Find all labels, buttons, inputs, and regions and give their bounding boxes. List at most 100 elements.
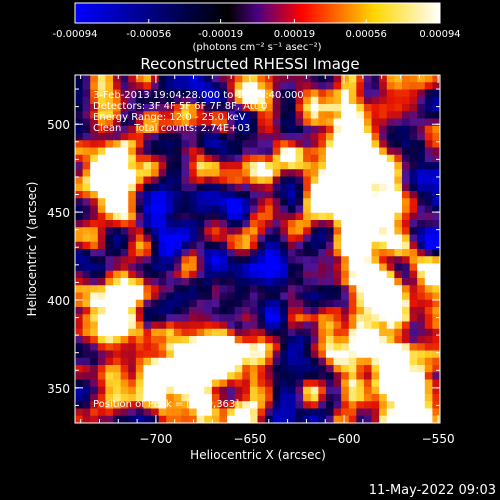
heatmap-cell xyxy=(120,314,129,323)
heatmap-cell xyxy=(401,118,411,127)
heatmap-cell xyxy=(379,125,388,134)
heatmap-cell xyxy=(265,191,274,199)
heatmap-cell xyxy=(128,82,137,91)
heatmap-cell xyxy=(363,147,373,156)
heatmap-cell xyxy=(166,147,175,156)
heatmap-cell xyxy=(379,96,388,105)
heatmap-cell xyxy=(401,350,411,359)
heatmap-cell xyxy=(173,96,183,105)
heatmap-cell xyxy=(341,220,350,228)
heatmap-cell xyxy=(432,285,440,294)
heatmap-cell xyxy=(113,198,122,207)
heatmap-cell xyxy=(242,125,251,134)
heatmap-cell xyxy=(386,386,395,395)
heatmap-cell xyxy=(82,299,91,308)
heatmap-cell xyxy=(386,205,395,214)
heatmap-cell xyxy=(105,336,114,344)
heatmap-cell xyxy=(280,263,289,272)
heatmap-cell xyxy=(105,249,114,257)
heatmap-cell xyxy=(333,249,342,257)
heatmap-cell xyxy=(181,75,190,83)
heatmap-cell xyxy=(295,154,304,163)
heatmap-cell xyxy=(424,307,433,315)
heatmap-cell xyxy=(371,365,380,373)
heatmap-cell xyxy=(211,96,221,105)
heatmap-cell xyxy=(394,415,403,423)
heatmap-cell xyxy=(219,278,228,286)
heatmap-cell xyxy=(151,299,160,308)
heatmap-cell xyxy=(417,299,426,308)
heatmap-cell xyxy=(287,365,297,373)
heatmap-cell xyxy=(196,299,205,308)
heatmap-cell xyxy=(432,365,440,373)
heatmap-cell xyxy=(120,249,129,257)
heatmap-cell xyxy=(113,249,122,257)
heatmap-cell xyxy=(348,118,357,127)
heatmap-cell xyxy=(272,96,281,105)
heatmap-cell xyxy=(379,212,388,221)
heatmap-cell xyxy=(371,321,380,330)
heatmap-cell xyxy=(348,241,357,250)
heatmap-cell xyxy=(424,357,433,366)
heatmap-cell xyxy=(181,212,190,221)
heatmap-cell xyxy=(173,415,183,423)
peak-position-label: Position of Peak = [-659,363] xyxy=(93,399,239,410)
heatmap-cell xyxy=(166,394,175,402)
heatmap-cell xyxy=(363,241,373,250)
heatmap-cell xyxy=(341,365,350,373)
heatmap-cell xyxy=(196,292,205,301)
heatmap-cell xyxy=(401,191,411,199)
heatmap-cell xyxy=(424,292,433,301)
heatmap-cell xyxy=(90,401,99,410)
heatmap-cell xyxy=(348,176,357,185)
heatmap-cell xyxy=(432,118,440,127)
heatmap-cell xyxy=(242,415,251,423)
heatmap-cell xyxy=(341,162,350,170)
heatmap-cell xyxy=(82,357,91,366)
heatmap-cell xyxy=(280,82,289,91)
heatmap-cell xyxy=(120,336,129,344)
heatmap-cell xyxy=(90,82,99,91)
heatmap-cell xyxy=(211,198,221,207)
heatmap-cell xyxy=(432,292,440,301)
heatmap-cell xyxy=(227,147,236,156)
heatmap-cell xyxy=(417,314,426,323)
heatmap-cell xyxy=(189,256,198,265)
heatmap-cell xyxy=(242,394,251,402)
heatmap-cell xyxy=(143,96,152,105)
heatmap-cell xyxy=(386,234,395,243)
heatmap-cell xyxy=(333,75,342,83)
heatmap-cell xyxy=(181,292,190,301)
heatmap-cell xyxy=(356,386,365,395)
heatmap-cell xyxy=(143,401,152,410)
heatmap-cell xyxy=(234,183,243,192)
heatmap-cell xyxy=(265,147,274,156)
heatmap-cell xyxy=(219,133,228,141)
heatmap-cell xyxy=(280,220,289,228)
heatmap-cell xyxy=(333,321,342,330)
heatmap-cell xyxy=(257,176,266,185)
heatmap-cell xyxy=(158,314,167,323)
heatmap-cell xyxy=(272,220,281,228)
heatmap-cell xyxy=(181,299,190,308)
heatmap-cell xyxy=(173,307,183,315)
heatmap-cell xyxy=(242,212,251,221)
heatmap-cell xyxy=(196,220,205,228)
heatmap-cell xyxy=(128,104,137,112)
heatmap-cell xyxy=(113,89,122,98)
heatmap-cell xyxy=(166,104,175,112)
heatmap-cell xyxy=(417,256,426,265)
heatmap-cell xyxy=(143,278,152,286)
heatmap-cell xyxy=(189,96,198,105)
heatmap-cell xyxy=(158,82,167,91)
heatmap-cell xyxy=(325,321,335,330)
heatmap-cell xyxy=(173,154,183,163)
heatmap-cell xyxy=(82,401,91,410)
heatmap-cell xyxy=(120,205,129,214)
heatmap-cell xyxy=(310,256,319,265)
heatmap-cell xyxy=(242,292,251,301)
heatmap-cell xyxy=(82,140,91,149)
heatmap-cell xyxy=(158,125,167,134)
heatmap-cell xyxy=(151,162,160,170)
heatmap-cell xyxy=(432,321,440,330)
